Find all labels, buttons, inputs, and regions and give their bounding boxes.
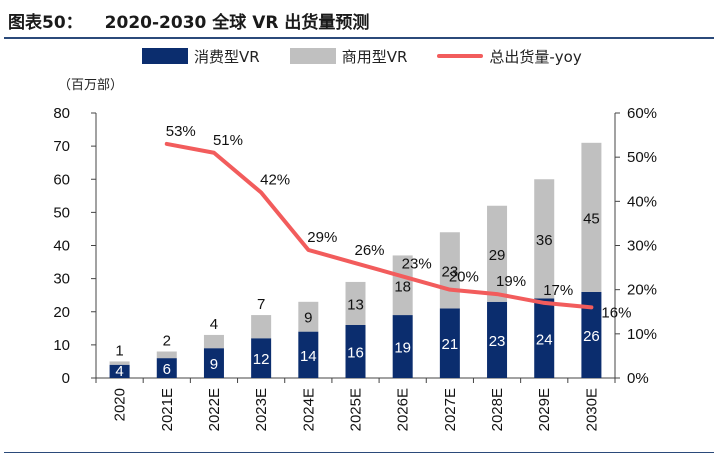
data-label-consumer: 12 xyxy=(253,351,270,368)
title-text: 2020-2030 全球 VR 出货量预测 xyxy=(104,13,370,33)
legend: 消费型VR 商用型VR 总出货量-yoy xyxy=(142,45,612,67)
legend-label-consumer: 消费型VR xyxy=(194,47,260,66)
x-tick-label: 2021E xyxy=(159,388,176,431)
data-label-yoy: 42% xyxy=(260,172,290,189)
bar-consumer xyxy=(298,331,319,378)
data-label-consumer: 9 xyxy=(210,356,218,373)
x-tick-label: 2023E xyxy=(253,388,270,431)
left-tick-label: 60 xyxy=(53,171,70,188)
right-tick-label: 20% xyxy=(627,282,657,299)
data-label-consumer: 19 xyxy=(394,340,411,357)
right-tick-label: 30% xyxy=(627,238,657,255)
data-label-consumer: 6 xyxy=(163,361,171,378)
right-tick-label: 40% xyxy=(627,193,657,210)
bar-commercial xyxy=(581,142,602,292)
bar-commercial xyxy=(534,179,555,299)
data-label-commercial: 4 xyxy=(210,316,218,333)
legend-label-commercial: 商用型VR xyxy=(341,47,408,66)
left-tick-label: 40 xyxy=(53,238,70,255)
data-label-commercial: 9 xyxy=(304,310,312,327)
bar-commercial xyxy=(298,301,319,332)
bar-consumer xyxy=(203,348,224,378)
left-tick-label: 70 xyxy=(53,138,70,155)
data-label-commercial: 1 xyxy=(115,342,123,359)
right-tick-label: 10% xyxy=(627,326,657,343)
bar-commercial xyxy=(392,255,413,316)
bar-commercial xyxy=(156,351,177,359)
bar-consumer xyxy=(392,315,413,378)
bar-consumer xyxy=(109,364,130,378)
x-tick-label: 2020 xyxy=(112,388,129,421)
data-label-commercial: 2 xyxy=(163,333,171,350)
legend-swatch-consumer xyxy=(142,48,188,64)
left-tick-label: 50 xyxy=(53,204,70,221)
right-tick-label: 0% xyxy=(627,370,649,387)
data-label-yoy: 17% xyxy=(543,282,573,299)
bar-consumer xyxy=(439,308,460,378)
right-tick-label: 60% xyxy=(627,105,657,122)
x-tick-label: 2022E xyxy=(206,388,223,431)
x-tick-label: 2026E xyxy=(395,388,412,431)
bar-consumer xyxy=(156,358,177,378)
x-tick-label: 2027E xyxy=(442,388,459,431)
data-label-yoy: 53% xyxy=(166,123,196,140)
legend-swatch-yoy xyxy=(437,54,484,58)
left-tick-label: 0 xyxy=(62,370,70,387)
bar-commercial xyxy=(203,334,224,349)
chart-title: 图表50： 2020-2030 全球 VR 出货量预测 xyxy=(8,8,708,34)
data-label-consumer: 26 xyxy=(583,328,600,345)
legend-item-yoy: 总出货量-yoy xyxy=(437,46,582,67)
left-tick-label: 30 xyxy=(53,271,70,288)
legend-item-consumer: 消费型VR xyxy=(142,46,260,67)
data-label-consumer: 21 xyxy=(442,336,459,353)
figure-number: 图表50： xyxy=(8,13,83,33)
title-rule xyxy=(4,37,714,39)
data-label-consumer: 16 xyxy=(347,345,364,362)
bar-consumer xyxy=(487,301,508,378)
bar-consumer xyxy=(251,338,272,378)
data-label-yoy: 29% xyxy=(307,229,337,246)
bar-commercial xyxy=(109,361,130,365)
data-label-consumer: 23 xyxy=(489,333,506,350)
data-label-commercial: 23 xyxy=(442,263,459,280)
x-tick-label: 2028E xyxy=(489,388,506,431)
data-label-commercial: 7 xyxy=(257,296,265,313)
data-label-commercial: 45 xyxy=(583,210,600,227)
x-tick-label: 2024E xyxy=(300,388,317,431)
data-label-yoy: 19% xyxy=(496,273,526,290)
data-label-commercial: 36 xyxy=(536,232,553,249)
right-tick-label: 50% xyxy=(627,149,657,166)
bar-consumer xyxy=(534,298,555,378)
data-label-yoy: 23% xyxy=(402,255,432,272)
data-label-yoy: 26% xyxy=(354,242,384,259)
x-tick-label: 2030E xyxy=(583,388,600,431)
legend-item-commercial: 商用型VR xyxy=(289,46,408,67)
x-tick-label: 2025E xyxy=(348,388,365,431)
yoy-line xyxy=(164,141,594,310)
bar-commercial xyxy=(487,205,508,302)
left-tick-label: 10 xyxy=(53,337,70,354)
data-label-consumer: 4 xyxy=(115,363,123,380)
legend-swatch-commercial xyxy=(289,48,336,64)
data-label-commercial: 18 xyxy=(394,278,411,295)
data-label-consumer: 24 xyxy=(536,331,553,348)
bottom-rule xyxy=(4,452,714,453)
data-label-yoy: 16% xyxy=(601,304,631,321)
data-label-yoy: 20% xyxy=(449,269,479,286)
unit-label: （百万部） xyxy=(58,78,124,93)
data-label-commercial: 29 xyxy=(489,247,506,264)
left-tick-label: 20 xyxy=(53,304,70,321)
legend-label-yoy: 总出货量-yoy xyxy=(489,47,582,66)
data-label-consumer: 14 xyxy=(300,348,317,365)
bar-commercial xyxy=(251,315,272,339)
data-label-yoy: 51% xyxy=(213,132,243,149)
bar-commercial xyxy=(345,281,366,325)
x-tick-label: 2029E xyxy=(536,388,553,431)
data-label-commercial: 13 xyxy=(347,296,364,313)
left-tick-label: 80 xyxy=(53,105,70,122)
bar-consumer xyxy=(581,291,602,378)
bar-consumer xyxy=(345,325,366,378)
